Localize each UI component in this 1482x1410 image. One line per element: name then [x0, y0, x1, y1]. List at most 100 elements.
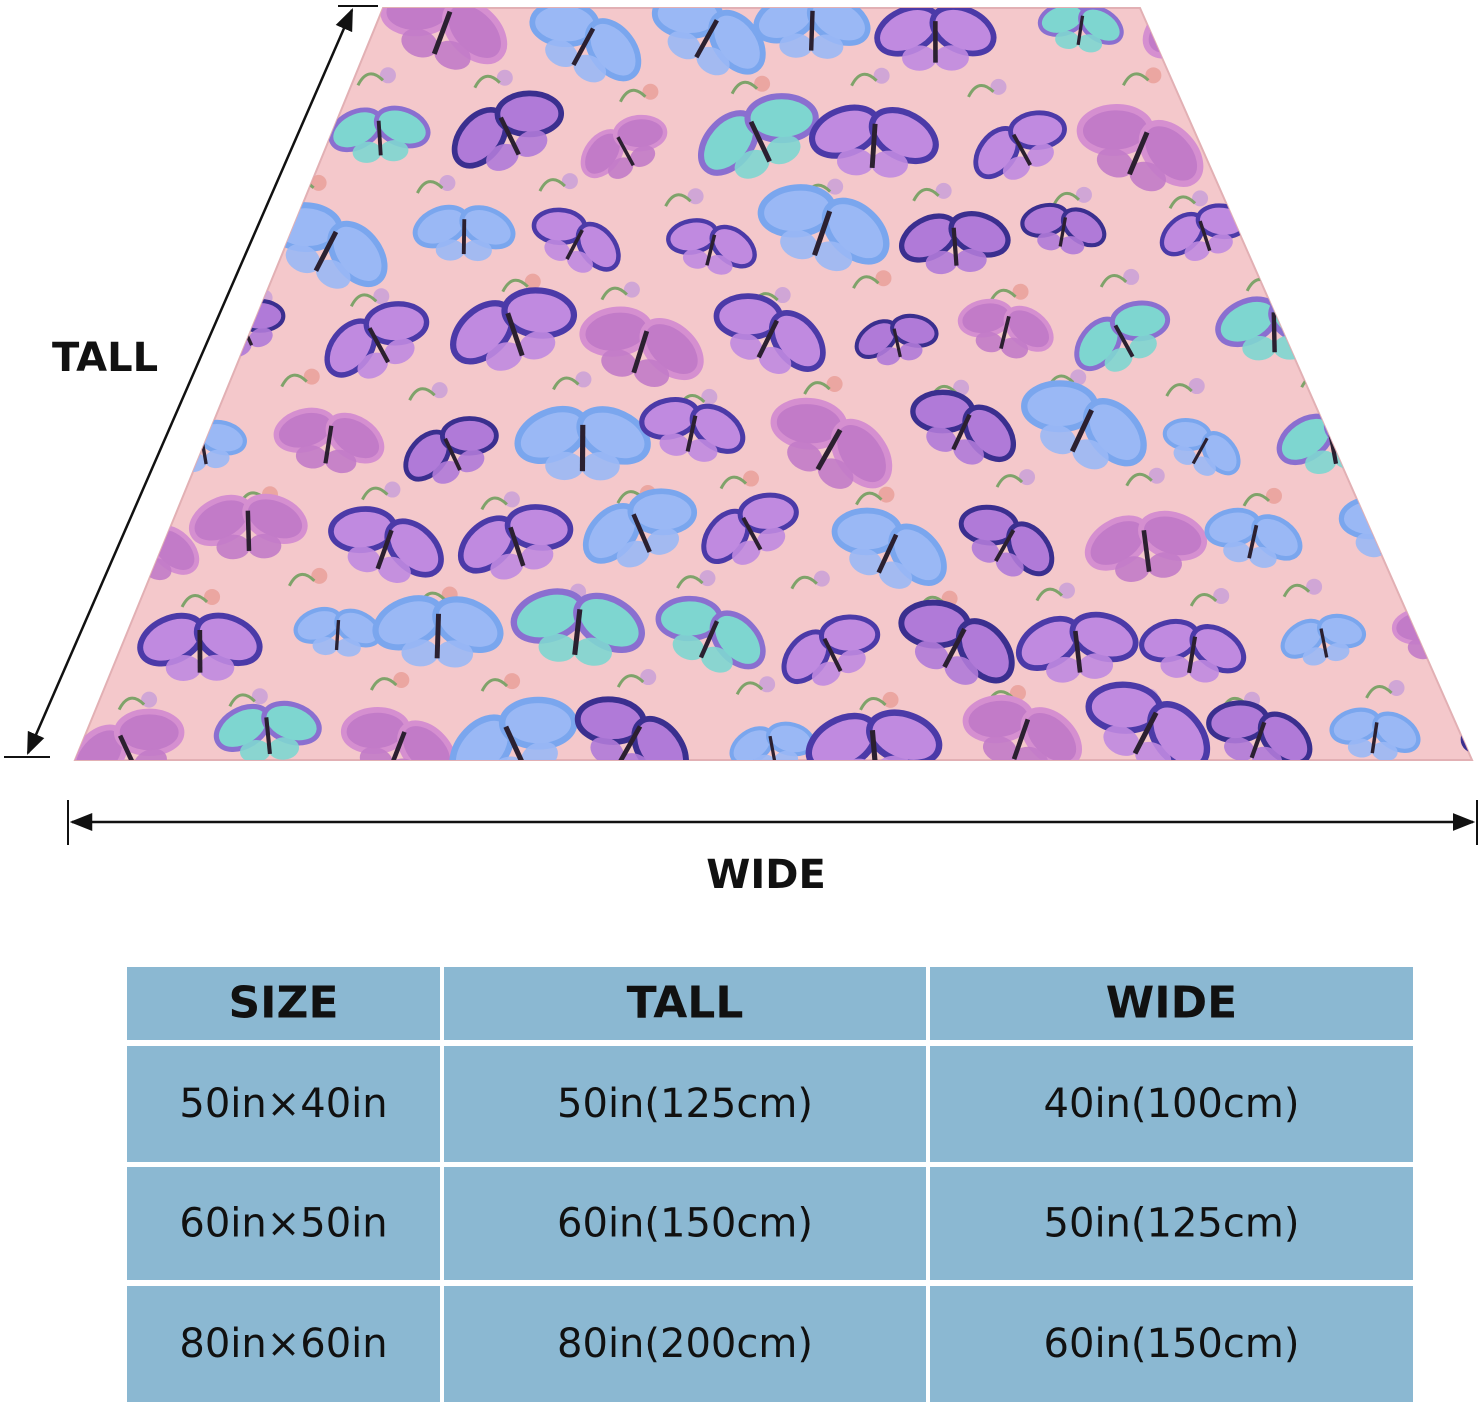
flower [1387, 482, 1404, 499]
leaf [1242, 493, 1271, 507]
table-cell [127, 1046, 440, 1162]
wing [573, 54, 607, 83]
wing [1476, 142, 1482, 166]
wing [486, 143, 519, 171]
body [1462, 223, 1467, 258]
body [1253, 118, 1272, 156]
leaf [1099, 274, 1128, 288]
leaf [1035, 587, 1064, 602]
flower [1019, 469, 1036, 486]
body [808, 10, 815, 51]
butterfly [580, 114, 668, 179]
butterfly [899, 211, 1011, 275]
leaf [1052, 192, 1081, 206]
butterfly [757, 184, 890, 272]
wing [581, 452, 620, 481]
wing [117, 134, 145, 157]
leaf [1366, 294, 1395, 309]
butterfly [962, 694, 1082, 760]
butterfly [380, 8, 508, 70]
wing [1002, 156, 1031, 180]
wing [1160, 655, 1191, 678]
body [505, 312, 525, 357]
wing [1325, 642, 1350, 662]
wing [1013, 746, 1049, 760]
wing [1305, 450, 1337, 475]
leaf [501, 278, 529, 293]
wing [1432, 8, 1472, 54]
body [1198, 220, 1212, 252]
wing [1318, 122, 1379, 191]
wing [1284, 217, 1340, 255]
wing [732, 540, 761, 565]
wing [659, 433, 690, 456]
butterfly [729, 721, 815, 760]
flower [1253, 71, 1270, 88]
leaf [408, 387, 436, 401]
butterfly [1318, 101, 1439, 192]
table-cell [930, 1286, 1413, 1402]
wing [117, 549, 146, 572]
wing [836, 148, 874, 176]
flower [1387, 77, 1404, 94]
flower [265, 73, 282, 90]
body [822, 637, 843, 672]
wing [814, 241, 853, 272]
leaf [600, 286, 628, 301]
leaf [190, 180, 218, 195]
wing [629, 145, 656, 167]
leaf [480, 496, 508, 511]
flower [878, 486, 895, 503]
wing [490, 553, 524, 580]
butterfly [753, 8, 871, 59]
wing [779, 33, 813, 58]
butterfly [1280, 613, 1367, 666]
leaf [1413, 579, 1442, 593]
leaf [1298, 784, 1323, 795]
wing [616, 540, 650, 568]
wing [1242, 335, 1276, 361]
flower [1269, 272, 1286, 289]
body [1141, 529, 1152, 572]
body [815, 428, 843, 471]
body [508, 526, 526, 567]
flower [1312, 173, 1329, 190]
leaf [349, 293, 378, 308]
wing [838, 758, 878, 760]
flower [1205, 770, 1221, 786]
wing [995, 552, 1024, 577]
butterfly [457, 504, 574, 580]
butterfly [701, 492, 799, 565]
flower [1075, 186, 1092, 203]
table-cell [930, 1167, 1413, 1280]
body [617, 725, 643, 760]
wing [1467, 447, 1472, 477]
butterfly [449, 696, 578, 760]
table-cell [444, 1286, 926, 1402]
wing [198, 104, 261, 162]
wing [566, 250, 593, 273]
butterfly [198, 96, 318, 171]
flower [1192, 190, 1209, 207]
wing [198, 654, 235, 681]
wing [817, 458, 854, 489]
wing [971, 538, 1000, 563]
table-cell-text: 80in(200cm) [557, 1321, 813, 1367]
leaf [473, 74, 501, 89]
body [387, 731, 407, 760]
leaf [361, 486, 389, 501]
flower [1320, 777, 1336, 793]
table-cell-text: 60in(150cm) [1044, 1321, 1300, 1367]
body [1076, 15, 1085, 46]
wing [1435, 616, 1472, 662]
wing [780, 229, 818, 260]
leaf [1168, 195, 1197, 210]
leaf [242, 79, 270, 93]
butterfly [770, 397, 893, 489]
wing [462, 239, 492, 262]
flower [623, 281, 640, 298]
wing [1055, 30, 1080, 49]
leaf [552, 376, 580, 391]
body [461, 219, 467, 255]
wing [1385, 17, 1445, 75]
